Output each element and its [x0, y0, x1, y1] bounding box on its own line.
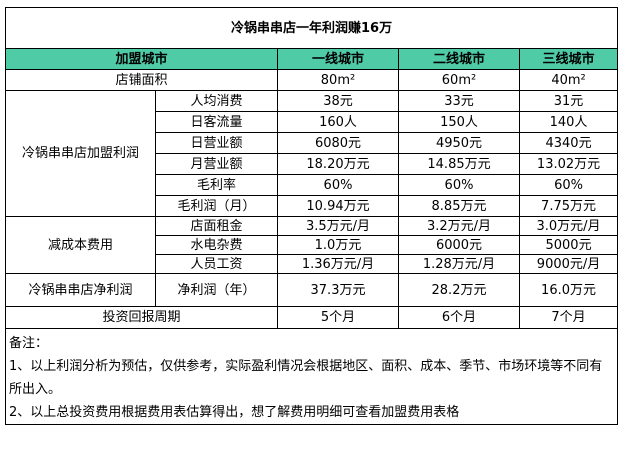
value-cell: 140人 — [518, 111, 619, 133]
metric-label: 毛利率 — [155, 174, 278, 196]
area-cell: 40m² — [518, 69, 619, 91]
value-cell: 60% — [518, 174, 619, 196]
metric-label: 水电杂费 — [155, 235, 278, 255]
header-city-tier3: 三线城市 — [518, 48, 619, 70]
value-cell: 5个月 — [277, 306, 399, 329]
metric-label: 日客流量 — [155, 111, 278, 133]
area-value: 60 — [441, 72, 459, 88]
value-cell: 10.94万元 — [277, 195, 399, 217]
value-cell: 150人 — [398, 111, 520, 133]
area-unit: m² — [567, 72, 586, 88]
value-cell: 1.0万元 — [277, 235, 399, 255]
value-cell: 31元 — [518, 90, 619, 112]
title-row: 冷锅串串店一年利润赚16万 — [4, 7, 619, 49]
profit-group-label: 冷锅串串店加盟利润 — [5, 90, 156, 217]
metric-label: 人均消费 — [155, 90, 278, 112]
note-line: 1、以上利润分析为预估，仅供参考，实际盈利情况会根据地区、面积、成本、季节、市场… — [9, 359, 603, 397]
area-value: 40 — [551, 72, 568, 88]
value-cell: 38元 — [277, 90, 399, 112]
area-cell: 80m² — [277, 69, 399, 91]
value-cell: 3.0万元/月 — [518, 216, 619, 236]
metric-label: 店面租金 — [155, 216, 278, 236]
franchise-profit-table: 冷锅串串店一年利润赚16万 加盟城市 一线城市 二线城市 三线城市 店铺面积 8… — [4, 7, 619, 425]
area-unit: m² — [458, 72, 477, 88]
payback-label: 投资回报周期 — [5, 306, 278, 329]
value-cell: 13.02万元 — [518, 153, 619, 175]
table-title: 冷锅串串店一年利润赚16万 — [4, 7, 619, 49]
value-cell: 33元 — [398, 90, 520, 112]
header-city-label: 加盟城市 — [5, 48, 278, 70]
net-profit-row: 冷锅串串店净利润 净利润（年） 37.3万元 28.2万元 16.0万元 — [5, 273, 619, 307]
value-cell: 4950元 — [398, 132, 520, 154]
metric-label: 日营业额 — [155, 132, 278, 154]
metric-label: 人员工资 — [155, 254, 278, 274]
value-cell: 3.5万元/月 — [277, 216, 399, 236]
metric-label: 月营业额 — [155, 153, 278, 175]
area-cell: 60m² — [398, 69, 520, 91]
header-row: 加盟城市 一线城市 二线城市 三线城市 — [5, 48, 619, 70]
cost-row: 减成本费用 店面租金 3.5万元/月 3.2万元/月 3.0万元/月 — [5, 216, 619, 274]
value-cell: 6080元 — [277, 132, 399, 154]
cost-row: 水电杂费 1.0万元 6000元 5000元 — [6, 235, 619, 255]
header-city-tier1: 一线城市 — [277, 48, 399, 70]
notes-row: 备注： 1、以上利润分析为预估，仅供参考，实际盈利情况会根据地区、面积、成本、季… — [4, 328, 619, 425]
area-value: 80 — [320, 72, 338, 88]
area-unit: m² — [337, 72, 356, 88]
value-cell: 6个月 — [398, 306, 520, 329]
metric-label: 毛利润（月） — [155, 195, 278, 217]
value-cell: 8.85万元 — [398, 195, 520, 217]
metric-label: 净利润（年） — [155, 273, 278, 307]
value-cell: 16.0万元 — [518, 273, 619, 307]
value-cell: 6000元 — [398, 235, 520, 255]
net-group-label: 冷锅串串店净利润 — [5, 273, 156, 307]
note-line: 2、以上总投资费用根据费用表估算得出，想了解费用明细可查看加盟费用表格 — [9, 405, 460, 420]
value-cell: 4340元 — [518, 132, 619, 154]
area-label: 店铺面积 — [5, 69, 278, 91]
value-cell: 14.85万元 — [398, 153, 520, 175]
value-cell: 60% — [277, 174, 399, 196]
value-cell: 1.36万元/月 — [277, 254, 399, 274]
value-cell: 28.2万元 — [398, 273, 520, 307]
value-cell: 37.3万元 — [277, 273, 399, 307]
value-cell: 160人 — [277, 111, 399, 133]
profit-row: 毛利率 60% 60% 60% — [6, 174, 619, 196]
value-cell: 1.28万元/月 — [398, 254, 520, 274]
value-cell: 9000元/月 — [518, 254, 619, 274]
value-cell: 5000元 — [518, 235, 619, 255]
value-cell: 7个月 — [518, 306, 619, 329]
value-cell: 3.2万元/月 — [398, 216, 520, 236]
cost-row: 人员工资 1.36万元/月 1.28万元/月 9000元/月 — [6, 254, 619, 274]
value-cell: 60% — [398, 174, 520, 196]
value-cell: 7.75万元 — [518, 195, 619, 217]
profit-row: 月营业额 18.20万元 14.85万元 13.02万元 — [6, 153, 619, 175]
profit-row: 毛利润（月） 10.94万元 8.85万元 7.75万元 — [6, 195, 619, 217]
notes-cell: 备注： 1、以上利润分析为预估，仅供参考，实际盈利情况会根据地区、面积、成本、季… — [4, 328, 619, 425]
area-row: 店铺面积 80m² 60m² 40m² — [5, 69, 619, 91]
value-cell: 18.20万元 — [277, 153, 399, 175]
notes-heading: 备注： — [9, 336, 49, 351]
profit-row: 冷锅串串店加盟利润 人均消费 38元 33元 31元 — [5, 90, 619, 217]
cost-group-label: 减成本费用 — [5, 216, 156, 274]
payback-row: 投资回报周期 5个月 6个月 7个月 — [5, 306, 619, 329]
header-city-tier2: 二线城市 — [398, 48, 520, 70]
